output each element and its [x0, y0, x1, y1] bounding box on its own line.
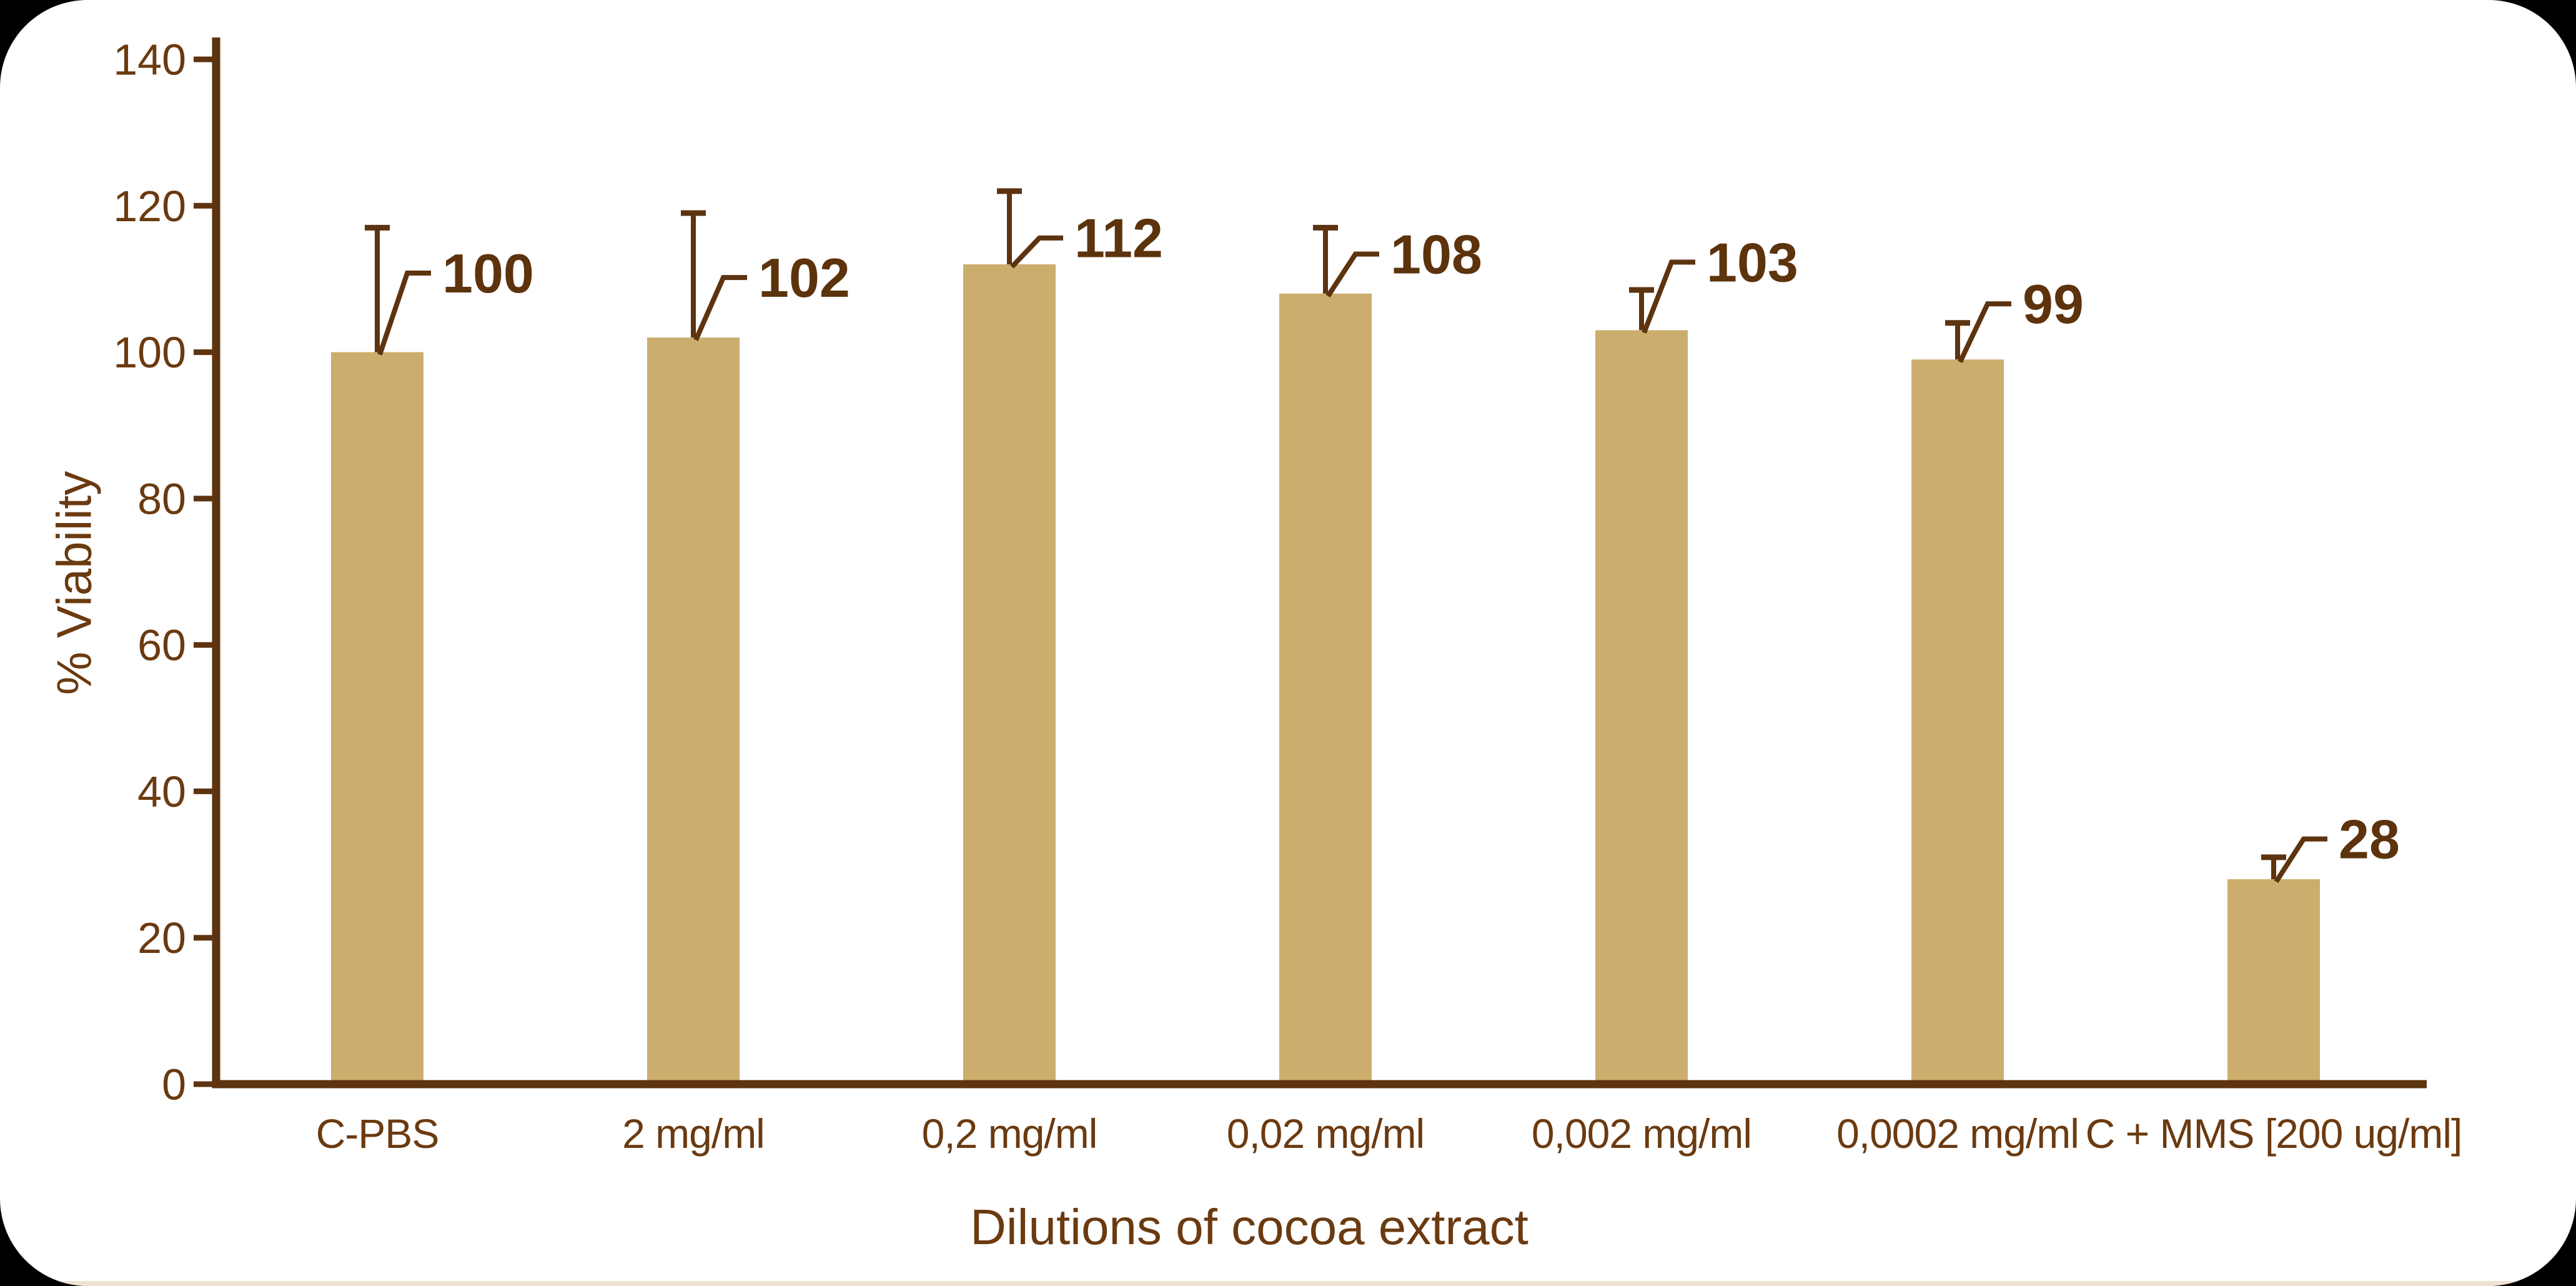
x-category-label-1: 2 mg/ml	[622, 1110, 765, 1157]
y-tick-label-3: 60	[137, 621, 186, 670]
bar-3	[1279, 293, 1372, 1084]
leader-line-0	[377, 271, 431, 356]
bar-6	[2227, 879, 2320, 1084]
bar-2	[963, 264, 1056, 1084]
labels-layer: 100 C-PBS 102 2 mg/ml 112 0,2 mg/ml 108 0,02 mg…	[113, 36, 2462, 1157]
error-bars-layer	[365, 188, 2286, 879]
y-tick-label-2: 40	[137, 767, 186, 816]
x-category-label-0: C-PBS	[316, 1110, 439, 1157]
x-category-label-5: 0,0002 mg/ml	[1836, 1110, 2079, 1157]
leader-line-1	[693, 275, 747, 341]
card-bottom-edge	[0, 1281, 2576, 1286]
leader-line-6	[2274, 836, 2327, 884]
leader-line-2	[1010, 235, 1063, 269]
data-label-0: 100	[442, 242, 534, 304]
y-tick-label-0: 0	[162, 1060, 186, 1109]
bar-5	[1911, 359, 2004, 1085]
bars-layer	[331, 264, 2320, 1085]
data-label-4: 103	[1707, 231, 1798, 293]
x-category-label-6: C + MMS [200 ug/ml]	[2086, 1110, 2462, 1157]
bar-4	[1595, 330, 1688, 1084]
y-tick-label-6: 120	[113, 182, 186, 231]
y-axis-title: % Viability	[46, 471, 101, 695]
y-tick-label-5: 100	[113, 328, 186, 377]
leader-line-5	[1958, 301, 2011, 363]
y-tick-label-4: 80	[137, 474, 186, 523]
data-label-6: 28	[2339, 808, 2400, 870]
x-category-label-2: 0,2 mg/ml	[922, 1110, 1097, 1157]
bar-0	[331, 352, 424, 1084]
leader-line-3	[1325, 251, 1379, 298]
x-axis-title: Dilutions of cocoa extract	[970, 1199, 1528, 1255]
bar-1	[647, 337, 740, 1085]
leader-line-4	[1642, 259, 1695, 334]
y-tick-label-1: 20	[137, 914, 186, 962]
data-label-1: 102	[758, 247, 850, 309]
y-tick-label-7: 140	[113, 36, 186, 84]
data-label-5: 99	[2023, 273, 2084, 335]
data-label-3: 108	[1390, 223, 1482, 285]
x-category-label-4: 0,002 mg/ml	[1532, 1110, 1751, 1157]
axes-layer	[194, 37, 2427, 1089]
leader-lines-layer	[377, 235, 2327, 884]
x-category-label-3: 0,02 mg/ml	[1227, 1110, 1424, 1157]
data-label-2: 112	[1074, 207, 1163, 269]
